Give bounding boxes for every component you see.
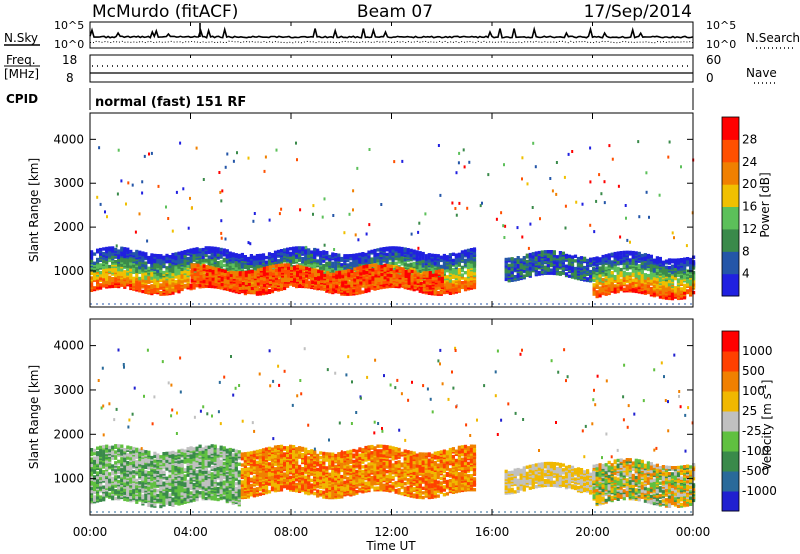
noise-search-label: N.Search — [746, 31, 800, 45]
colorbar-swatch — [722, 251, 739, 275]
noise-tick-bottom-left: 10^0 — [54, 38, 84, 51]
colorbar-swatch — [722, 139, 739, 163]
date-title: 17/Sep/2014 — [584, 2, 692, 22]
cpid-label: CPID — [6, 92, 38, 106]
nave-label: Nave — [746, 66, 777, 80]
freq-unit-label: [MHz] — [4, 67, 39, 81]
time-tick-label: 00:00 — [73, 525, 108, 539]
colorbar-tick-label: -1000 — [742, 484, 777, 498]
noise-panel: N.Sky 10^5 10^0 10^5 10^0 N.Search — [4, 19, 800, 51]
colorbar-tick-label: 500 — [742, 364, 765, 378]
time-tick-label: 08:00 — [274, 525, 309, 539]
range-tick-label: 3000 — [53, 383, 84, 397]
noise-tick-bottom-right: 10^0 — [706, 38, 736, 51]
velocity-scatter — [90, 346, 696, 513]
nave-tick-top: 60 — [706, 53, 721, 67]
colorbar-swatch — [722, 351, 739, 372]
colorbar-swatch — [722, 273, 739, 297]
velocity-panel: 1000 2000 3000 4000 Slant Range [km] 1000 50… — [27, 318, 777, 516]
noise-search-trace — [89, 40, 694, 44]
colorbar-tick-label: 12 — [742, 222, 757, 236]
colorbar-swatch — [722, 451, 739, 472]
colorbar-swatch — [722, 471, 739, 492]
colorbar-swatch — [722, 431, 739, 452]
range-tick-label: 2000 — [53, 427, 84, 441]
time-tick-label: 16:00 — [475, 525, 510, 539]
power-ylabel: Slant Range [km] — [27, 158, 41, 262]
colorbar-tick-label: 4 — [742, 267, 750, 281]
beam-title: Beam 07 — [357, 2, 433, 22]
colorbar-tick-label: -500 — [742, 464, 769, 478]
time-axis: 00:00 04:00 08:00 12:00 16:00 20:00 00:00 — [73, 22, 711, 539]
noise-tick-top-left: 10^5 — [54, 19, 84, 32]
colorbar-swatch — [722, 411, 739, 432]
noise-sky-label: N.Sky — [4, 31, 38, 45]
time-axis-title: Time UT — [365, 539, 416, 553]
time-tick-label: 20:00 — [575, 525, 610, 539]
power-y-axis: 1000 2000 3000 4000 — [53, 132, 693, 278]
colorbar-swatch — [722, 184, 739, 207]
power-colorbar-label: Power [dB] — [758, 172, 772, 237]
velocity-ylabel: Slant Range [km] — [27, 365, 41, 469]
freq-label: Freq. — [6, 53, 36, 67]
colorbar-swatch — [722, 491, 739, 512]
range-tick-label: 4000 — [53, 132, 84, 146]
noise-tick-top-right: 10^5 — [706, 19, 736, 32]
range-tick-label: 1000 — [53, 472, 84, 486]
range-tick-label: 4000 — [53, 339, 84, 353]
colorbar-tick-label: 100 — [742, 384, 765, 398]
cpid-mode-text: normal (fast) 151 RF — [95, 95, 246, 110]
time-tick-label: 00:00 — [676, 525, 711, 539]
colorbar-swatch — [722, 228, 739, 252]
colorbar-tick-label: 24 — [742, 155, 757, 169]
colorbar-swatch — [722, 391, 739, 412]
colorbar-swatch — [722, 371, 739, 392]
cpid-panel: CPID normal (fast) 151 RF — [6, 88, 694, 110]
velocity-colorbar: 1000 500 100 25 -25 -100 -500 -1000 — [721, 330, 777, 512]
time-tick-label: 12:00 — [374, 525, 409, 539]
colorbar-swatch — [722, 331, 739, 352]
colorbar-tick-label: -100 — [742, 444, 769, 458]
colorbar-tick-label: 1000 — [742, 344, 773, 358]
range-tick-label: 2000 — [53, 220, 84, 234]
colorbar-swatch — [722, 206, 739, 230]
nave-tick-bottom: 0 — [706, 71, 714, 85]
freq-panel: Freq. [MHz] 18 8 60 0 Nave — [4, 53, 777, 85]
colorbar-swatch — [722, 161, 739, 185]
colorbar-tick-label: 28 — [742, 132, 757, 146]
range-tick-label: 3000 — [53, 176, 84, 190]
freq-tick-bottom: 8 — [66, 71, 74, 85]
colorbar-tick-label: 16 — [742, 200, 757, 214]
time-tick-label: 04:00 — [173, 525, 208, 539]
power-colorbar: 4 8 12 16 20 24 28 — [721, 116, 757, 297]
colorbar-tick-label: 8 — [742, 244, 750, 258]
power-scatter — [90, 140, 696, 305]
power-panel: 1000 2000 3000 4000 Slant Range [km] 4 8 12 16… — [27, 112, 772, 308]
velocity-colorbar-label: Velocity [m s-1] — [759, 380, 774, 471]
colorbar-tick-label: 20 — [742, 177, 757, 191]
colorbar-tick-label: 25 — [742, 404, 757, 418]
range-tick-label: 1000 — [53, 264, 84, 278]
velocity-y-axis: 1000 2000 3000 4000 — [53, 339, 693, 486]
freq-tick-top: 18 — [62, 53, 77, 67]
station-title: McMurdo (fitACF) — [92, 2, 238, 22]
noise-sky-trace — [89, 23, 694, 39]
colorbar-swatch — [722, 117, 739, 140]
colorbar-tick-label: -25 — [742, 424, 762, 438]
